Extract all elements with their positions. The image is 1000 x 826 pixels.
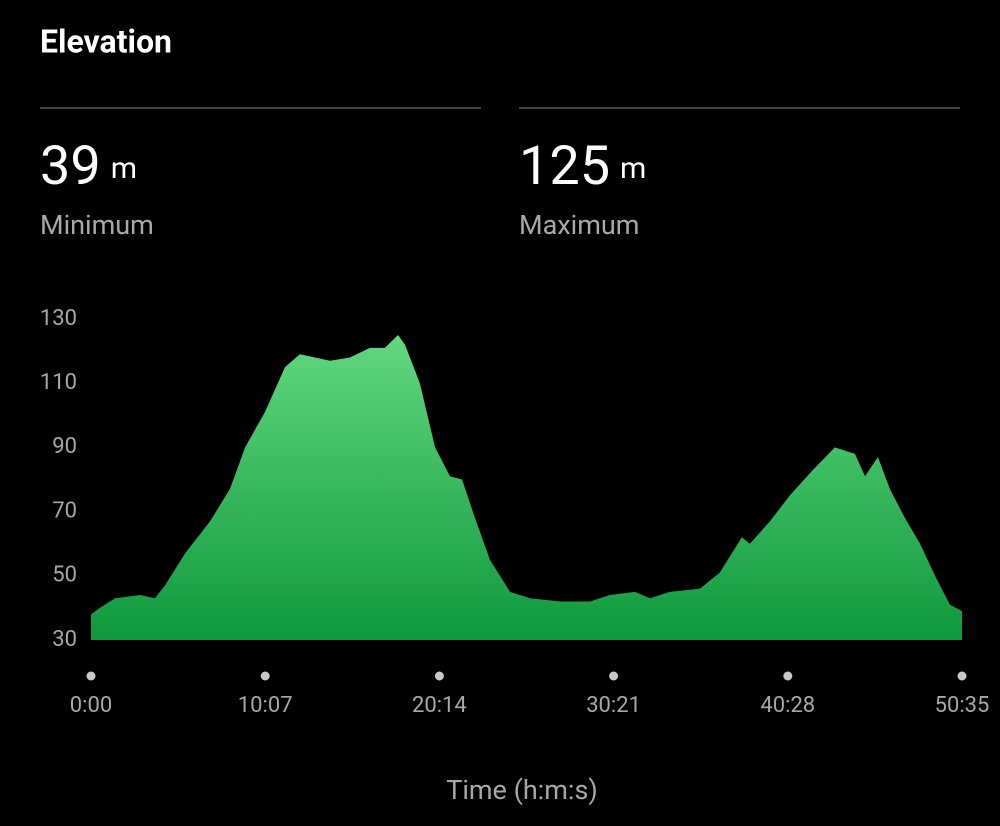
x-tick-dot [783, 671, 793, 681]
x-tick-label: 10:07 [238, 693, 293, 718]
x-tick-dot [260, 671, 270, 681]
y-tick-label: 130 [40, 306, 77, 331]
x-axis-title: Time (h:m:s) [446, 774, 598, 806]
x-tick-dot [434, 671, 444, 681]
x-tick-label: 50:35 [935, 693, 990, 718]
stat-label: Minimum [40, 209, 154, 241]
elevation-area [91, 335, 962, 640]
y-tick-label: 90 [52, 434, 77, 459]
stat-value: 125 m [519, 135, 646, 198]
stat-number: 39 [40, 135, 101, 198]
x-tick-dot [957, 671, 967, 681]
page-title: Elevation [40, 22, 172, 60]
x-tick-label: 40:28 [760, 693, 815, 718]
x-tick-dot [86, 671, 96, 681]
x-tick-label: 0:00 [70, 693, 112, 718]
stat-number: 125 [519, 135, 610, 198]
y-tick-label: 70 [52, 498, 77, 523]
stat-label: Maximum [519, 209, 639, 241]
stat-value: 39 m [40, 135, 137, 198]
stat-unit: m [111, 151, 137, 186]
y-tick-label: 50 [52, 563, 77, 588]
x-tick-dot [609, 671, 619, 681]
y-tick-label: 30 [52, 627, 77, 652]
stat-unit: m [620, 151, 646, 186]
x-tick-label: 20:14 [412, 693, 467, 718]
x-tick-label: 30:21 [586, 693, 641, 718]
y-tick-label: 110 [40, 370, 77, 395]
